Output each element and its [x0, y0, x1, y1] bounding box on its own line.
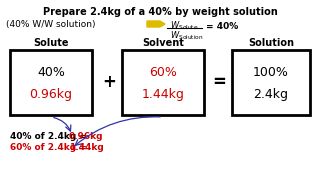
- Text: 60%: 60%: [149, 66, 177, 79]
- Text: 1.44kg: 1.44kg: [141, 88, 184, 101]
- Text: $W_{\mathrm{Solution}}$: $W_{\mathrm{Solution}}$: [170, 29, 204, 42]
- Text: Solute: Solute: [33, 38, 69, 48]
- Bar: [122, 50, 204, 115]
- Text: 40%: 40%: [37, 66, 65, 79]
- Text: 2.4kg: 2.4kg: [253, 88, 289, 101]
- Bar: [232, 50, 310, 115]
- Text: 100%: 100%: [253, 66, 289, 79]
- Text: = 40%: = 40%: [206, 22, 238, 31]
- Text: $W_{\mathrm{Solute}}$: $W_{\mathrm{Solute}}$: [170, 20, 199, 33]
- Text: 0.96kg: 0.96kg: [69, 132, 103, 141]
- Text: 40% of 2.4kg =: 40% of 2.4kg =: [10, 132, 90, 141]
- Text: 1.44kg: 1.44kg: [69, 143, 104, 152]
- Bar: [10, 50, 92, 115]
- Text: Prepare 2.4kg of a 40% by weight solution: Prepare 2.4kg of a 40% by weight solutio…: [43, 7, 277, 17]
- Text: +: +: [102, 73, 116, 91]
- Text: Solution: Solution: [248, 38, 294, 48]
- Text: Solvent: Solvent: [142, 38, 184, 48]
- Text: 0.96kg: 0.96kg: [29, 88, 73, 101]
- Text: =: =: [212, 73, 226, 91]
- FancyArrow shape: [147, 21, 165, 27]
- Text: 60% of 2.4kg =: 60% of 2.4kg =: [10, 143, 90, 152]
- Text: (40% W/W solution): (40% W/W solution): [6, 20, 95, 29]
